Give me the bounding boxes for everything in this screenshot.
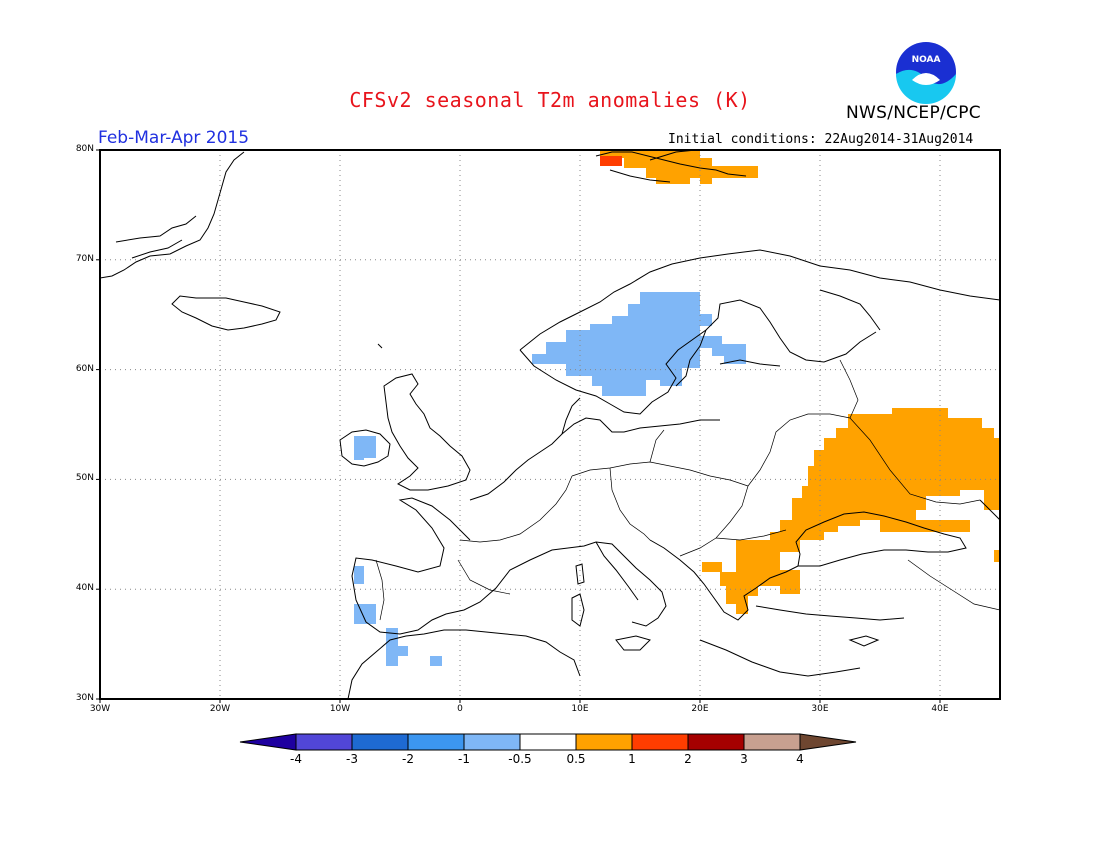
colorbar-segment xyxy=(463,733,521,751)
colorbar-segment xyxy=(631,733,689,751)
colorbar-segment xyxy=(519,733,577,751)
lon-tick-label: 30E xyxy=(811,704,829,714)
colorbar-label: -0.5 xyxy=(508,752,532,766)
colorbar-arrow-high xyxy=(799,733,857,751)
lat-tick-label: 80N xyxy=(75,144,94,154)
coast-great-britain xyxy=(383,373,471,491)
colorbar-label: 4 xyxy=(796,752,804,766)
anomaly-region-balkans-turkey xyxy=(702,540,800,614)
chart-title: CFSv2 seasonal T2m anomalies (K) xyxy=(349,88,751,112)
coast-iceland xyxy=(171,295,281,331)
anomaly-region-caspian-spot xyxy=(994,550,1000,562)
colorbar-label: -4 xyxy=(290,752,302,766)
lat-tick-label: 50N xyxy=(75,473,94,484)
lat-tick-label: 70N xyxy=(75,253,94,264)
colorbar-label: 3 xyxy=(740,752,748,766)
colorbar-segment xyxy=(743,733,801,751)
anomaly-region-gibraltar xyxy=(386,628,442,666)
coast-greenland xyxy=(100,151,245,279)
anomaly-region-scandinavia xyxy=(532,292,746,396)
colorbar-label: 2 xyxy=(684,752,692,766)
colorbar-segment xyxy=(687,733,745,751)
colorbar xyxy=(239,733,857,751)
anomaly-region-iberia-west xyxy=(354,566,376,624)
lon-tick-label: 10E xyxy=(571,704,589,714)
anomaly-region-ukraine-russia xyxy=(770,408,1000,552)
lon-tick-label: 40E xyxy=(931,704,949,714)
anomaly-region-svalbard-west xyxy=(600,156,622,166)
lat-tick-label: 40N xyxy=(75,583,94,594)
initial-conditions: Initial conditions: 22Aug2014-31Aug2014 xyxy=(668,132,974,147)
colorbar-label: -2 xyxy=(402,752,414,766)
colorbar-segment xyxy=(295,733,353,751)
anomaly-fills xyxy=(354,150,1000,666)
logo-text: NOAA xyxy=(912,55,941,65)
colorbar-label: -1 xyxy=(458,752,470,766)
coast-north-africa xyxy=(347,629,581,699)
coastlines xyxy=(100,150,1000,699)
colorbar-label: -3 xyxy=(346,752,358,766)
anomaly-region-svalbard xyxy=(600,150,758,184)
lon-tick-label: 20E xyxy=(691,704,709,714)
colorbar-label: 1 xyxy=(628,752,636,766)
lon-tick-label: 30W xyxy=(89,704,111,714)
axis-ticks xyxy=(96,149,941,703)
coast-black-sea xyxy=(795,511,967,567)
colorbar-label: 0.5 xyxy=(566,752,586,766)
lon-tick-label: 10W xyxy=(329,704,351,714)
map-gridlines xyxy=(100,150,1000,699)
lon-tick-label: 0 xyxy=(457,704,463,714)
colorbar-arrow-low xyxy=(239,733,297,751)
lat-tick-label: 30N xyxy=(75,693,94,703)
coast-italy xyxy=(567,541,667,627)
lat-tick-label: 60N xyxy=(75,363,94,374)
map-frame xyxy=(99,149,1001,700)
anomaly-region-ireland xyxy=(354,436,376,460)
colorbar-segment xyxy=(351,733,409,751)
coast-europe-west xyxy=(351,497,569,635)
agency-label: NWS/NCEP/CPC xyxy=(846,103,981,123)
coast-balkans xyxy=(649,539,799,621)
colorbar-segment xyxy=(575,733,633,751)
coast-scandinavia xyxy=(519,249,1000,351)
coast-ireland xyxy=(339,429,391,467)
noaa-logo-icon: NOAA xyxy=(896,42,956,104)
forecast-period: Feb-Mar-Apr 2015 xyxy=(98,128,250,148)
lon-tick-label: 20W xyxy=(209,704,231,714)
coast-caspian xyxy=(979,499,1000,521)
coast-svalbard xyxy=(595,151,747,177)
colorbar-segment xyxy=(407,733,465,751)
